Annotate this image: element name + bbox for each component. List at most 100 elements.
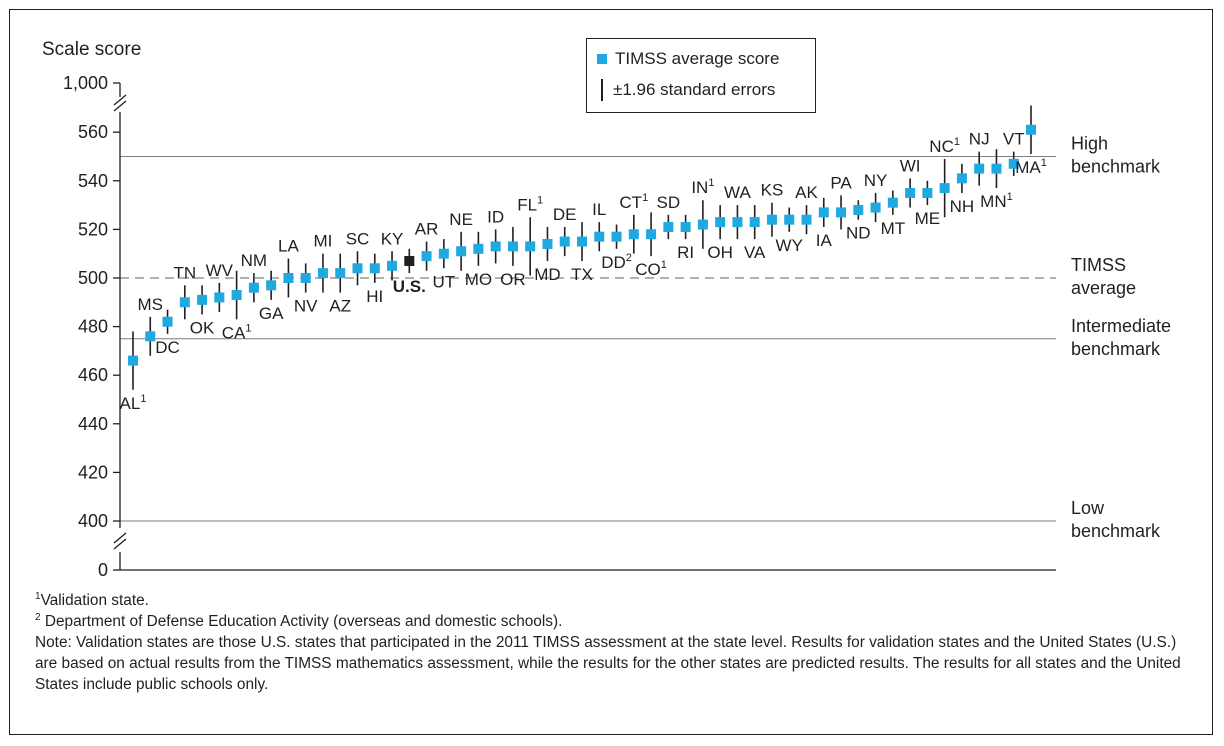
state-label: NE (449, 210, 473, 229)
y-tick-label: 500 (78, 268, 108, 288)
y-axis-title: Scale score (42, 39, 141, 60)
state-score-marker (559, 236, 570, 247)
footnote-2: 2 Department of Defense Education Activi… (35, 611, 1195, 632)
legend-item-score: TIMSS average score (597, 49, 779, 69)
state-score-marker (473, 243, 484, 254)
state-score-marker (266, 280, 277, 291)
reference-line-label: benchmark (1071, 157, 1161, 177)
state-score-marker (611, 231, 622, 242)
state-score-marker (766, 214, 777, 225)
state-score-marker (594, 231, 605, 242)
state-score-marker (214, 292, 225, 303)
state-score-marker (421, 251, 432, 262)
state-label: DE (553, 205, 577, 224)
state-label: MD (534, 265, 560, 284)
reference-line-label: Intermediate (1071, 316, 1171, 336)
state-score-marker (646, 229, 657, 240)
state-label: NV (294, 297, 318, 316)
state-score-marker (628, 229, 639, 240)
state-label: KY (381, 229, 404, 248)
state-label: DC (155, 338, 180, 357)
state-score-marker (231, 290, 242, 301)
state-label: MO (465, 270, 492, 289)
y-tick-label: 460 (78, 365, 108, 385)
axis-break-top-1 (113, 94, 127, 106)
state-label: AK (795, 183, 818, 202)
state-label: MN1 (980, 191, 1013, 211)
reference-line-label: Low (1071, 498, 1105, 518)
state-label: NH (950, 197, 975, 216)
y-tick-label: 440 (78, 414, 108, 434)
state-label: FL1 (517, 194, 543, 214)
state-label: CA1 (222, 322, 252, 342)
y-tick-label: 560 (78, 122, 108, 142)
legend-label-score: TIMSS average score (615, 49, 780, 68)
state-label-superscript: 1 (708, 177, 714, 189)
state-score-marker (939, 183, 950, 194)
y-tick-label: 540 (78, 171, 108, 191)
state-score-marker (145, 331, 156, 342)
footnote-note: Note: Validation states are those U.S. s… (35, 634, 1181, 693)
state-score-marker (352, 263, 363, 274)
state-label-superscript: 1 (1007, 191, 1013, 203)
state-score-marker (749, 217, 760, 228)
state-label: NC1 (929, 136, 960, 156)
state-score-marker (697, 219, 708, 230)
state-score-marker (248, 282, 259, 293)
state-score-marker (870, 202, 881, 213)
state-score-marker (317, 268, 328, 279)
state-score-marker (525, 241, 536, 252)
state-label-superscript: 1 (245, 322, 251, 334)
state-label: LA (278, 237, 299, 256)
axis-break-bottom-1 (113, 532, 127, 544)
legend-errorbar-marker (601, 79, 603, 101)
state-score-marker (818, 207, 829, 218)
state-score-marker (369, 263, 380, 274)
state-label: PA (830, 173, 852, 192)
axis-break-top-2 (113, 100, 127, 112)
state-label: ME (915, 209, 941, 228)
state-label: IL (592, 200, 606, 219)
reference-line-label: TIMSS (1071, 255, 1126, 275)
y-tick-label: 0 (98, 560, 108, 580)
state-score-marker (836, 207, 847, 218)
state-score-marker (456, 246, 467, 257)
state-score-marker (680, 221, 691, 232)
state-score-marker (197, 294, 208, 305)
footnotes: 1Validation state. 2 Department of Defen… (35, 590, 1195, 695)
state-score-marker (1026, 124, 1036, 135)
state-label: WA (724, 183, 751, 202)
state-score-marker (335, 268, 346, 279)
legend-square-marker (597, 54, 607, 64)
state-score-marker (922, 187, 933, 198)
chart-frame (9, 9, 1213, 735)
state-label: DD2 (601, 252, 632, 272)
state-label: MS (138, 295, 164, 314)
legend-item-errors: ±1.96 standard errors (597, 79, 775, 101)
state-score-marker (179, 297, 190, 308)
footnote-1-marker: 1 (35, 590, 41, 602)
state-label: NY (864, 171, 888, 190)
footnote-2-marker: 2 (35, 611, 41, 623)
state-score-marker (1008, 158, 1019, 169)
state-label: WV (206, 261, 234, 280)
state-score-marker (991, 163, 1002, 174)
us-average-marker (404, 255, 415, 266)
state-label-superscript: 1 (661, 259, 667, 271)
reference-line-label: average (1071, 278, 1136, 298)
state-score-marker (490, 241, 501, 252)
state-score-marker (438, 248, 449, 259)
y-tick-label: 480 (78, 317, 108, 337)
state-label: NJ (969, 130, 990, 149)
footnote-1-text: Validation state. (40, 592, 149, 609)
reference-line-label: High (1071, 134, 1108, 154)
state-score-marker (853, 204, 864, 215)
chart-area: Scale score High benchmark TIMSS average Int… (42, 39, 1171, 580)
state-label-superscript: 1 (642, 192, 648, 204)
state-label: AR (415, 220, 439, 239)
state-score-marker (663, 221, 674, 232)
state-label: TN (173, 263, 196, 282)
y-tick-label: 520 (78, 219, 108, 239)
state-label: UT (433, 272, 456, 291)
state-score-marker (974, 163, 985, 174)
